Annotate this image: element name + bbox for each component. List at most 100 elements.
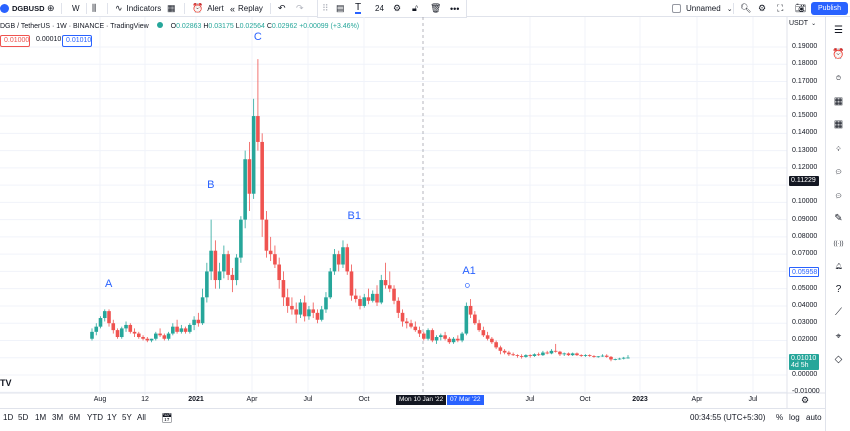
- sidebar-button-grid[interactable]: ▦: [832, 118, 845, 131]
- sidebar-button-chats[interactable]: 💬︎: [832, 189, 845, 202]
- axis-settings-button[interactable]: ⚙: [801, 395, 809, 406]
- range-button-6m[interactable]: 6M: [69, 413, 81, 422]
- settings-button[interactable]: ⚙: [393, 0, 401, 17]
- time-tick-label: Apr: [246, 396, 258, 403]
- candle-body: [307, 309, 311, 317]
- more-button[interactable]: •••: [450, 0, 459, 17]
- crosshair-icon: ⌖: [835, 330, 842, 342]
- candle-body: [102, 311, 107, 319]
- sidebar-button-bell[interactable]: 🔔︎: [832, 259, 845, 272]
- log-toggle[interactable]: log: [789, 413, 800, 422]
- layout-name-label: Unnamed: [686, 4, 721, 13]
- candle-body: [532, 354, 537, 357]
- candle-body: [413, 326, 418, 331]
- candle-body: [468, 305, 473, 315]
- percent-toggle[interactable]: %: [776, 413, 784, 422]
- sidebar-button-alerts[interactable]: ⏰: [832, 48, 845, 61]
- delete-button[interactable]: 🗑︎: [430, 0, 441, 17]
- divider: [733, 3, 734, 14]
- sidebar-button-calendar[interactable]: ▦: [832, 95, 845, 108]
- interval-button[interactable]: W: [72, 0, 80, 17]
- range-button-1d[interactable]: 1D: [3, 413, 14, 422]
- indicators-button[interactable]: ∿ Indicators: [115, 0, 161, 17]
- goto-date-button[interactable]: 📅︎: [161, 413, 172, 424]
- candle-body: [90, 331, 94, 339]
- candle-body: [596, 356, 601, 358]
- sidebar-button-pencil[interactable]: ✎: [832, 212, 845, 225]
- right-sidebar: ☰ ⏰ 🕒︎ ▦ ▦ 💡︎ 💬︎ 💬︎ ✎ ((·)) 🔔︎? ⟋ ⌖ ◇: [825, 17, 850, 431]
- symbol-search[interactable]: DGBUSD: [0, 0, 45, 17]
- sidebar-button-clock[interactable]: 🕒︎: [832, 71, 845, 84]
- lock-button[interactable]: 🔓︎: [412, 0, 418, 17]
- sidebar-button-help[interactable]: ?: [832, 283, 845, 296]
- wave-label-a[interactable]: A: [105, 277, 113, 290]
- broadcast-icon: ((·)): [833, 240, 844, 247]
- candle-body: [298, 302, 303, 315]
- anchor-point-icon: [464, 283, 470, 288]
- sidebar-button-trend[interactable]: ⟋: [832, 306, 845, 319]
- candle-body: [239, 219, 243, 258]
- range-button-5d[interactable]: 5D: [18, 413, 29, 422]
- sidebar-button-watchlist[interactable]: ☰: [832, 24, 845, 37]
- timezone-clock[interactable]: 00:34:55 (UTC+5:30): [690, 413, 766, 422]
- text-color-button[interactable]: T: [355, 0, 362, 17]
- pencil-icon: ✎: [834, 213, 843, 224]
- candle-body: [558, 351, 562, 355]
- range-button-ytd[interactable]: YTD: [87, 413, 103, 422]
- font-size-button[interactable]: 24: [375, 0, 384, 17]
- wave-label-c[interactable]: C: [253, 30, 262, 43]
- price-tick-label: 0.02000: [792, 336, 818, 344]
- range-button-all[interactable]: All: [137, 413, 146, 422]
- price-chart[interactable]: [0, 17, 825, 408]
- sidebar-button-lightbulb[interactable]: 💡︎: [832, 142, 845, 155]
- auto-toggle[interactable]: auto: [806, 413, 822, 422]
- range-button-3m[interactable]: 3M: [52, 413, 64, 422]
- search-button[interactable]: 🔍︎: [740, 0, 751, 17]
- candle-body: [119, 328, 124, 338]
- snapshot-button[interactable]: 📷︎: [795, 0, 806, 17]
- divider: [61, 3, 62, 14]
- bar-countdown: 4d 5h: [791, 361, 809, 369]
- time-tick-label: Jul: [303, 396, 313, 403]
- sidebar-button-chat[interactable]: 💬︎: [832, 165, 845, 178]
- fullscreen-button[interactable]: ⛶: [777, 0, 783, 17]
- range-button-1y[interactable]: 1Y: [107, 413, 117, 422]
- redo-button[interactable]: ↷: [296, 0, 304, 17]
- candle-body: [175, 326, 179, 332]
- templates-button[interactable]: ▦: [167, 0, 176, 17]
- drag-handle[interactable]: ⠿: [322, 0, 329, 17]
- compare-symbol-button[interactable]: ⊕: [47, 0, 55, 17]
- currency-selector[interactable]: USDT ⌄: [789, 20, 816, 27]
- template-icon: ▤: [336, 3, 345, 13]
- alert-button[interactable]: ⏰ Alert: [192, 0, 224, 17]
- undo-button[interactable]: ↶: [278, 0, 286, 17]
- wave-label-b[interactable]: B: [207, 179, 215, 192]
- chart-type-button[interactable]: ⫼: [92, 0, 96, 17]
- range-button-1m[interactable]: 1M: [35, 413, 47, 422]
- candle-body: [511, 354, 515, 356]
- buy-price-button[interactable]: 0.01010: [62, 35, 92, 47]
- candle-body: [396, 300, 401, 313]
- sell-price-button[interactable]: 0.01000: [0, 35, 30, 47]
- chart-settings-button[interactable]: ⚙: [758, 0, 766, 17]
- replay-button[interactable]: « Replay: [230, 0, 263, 17]
- wave-label-a1[interactable]: A1: [462, 265, 476, 278]
- sidebar-button-crosshair[interactable]: ⌖: [832, 330, 845, 343]
- time-tick-label: Jul: [748, 396, 758, 403]
- range-button-5y[interactable]: 5Y: [122, 413, 132, 422]
- layout-name-button[interactable]: Unnamed ⌄: [672, 0, 733, 17]
- template-button[interactable]: ▤: [336, 0, 345, 17]
- price-tick-label: 0.10000: [792, 198, 818, 206]
- bottom-toolbar: 1D 5D 1M 3M 6M YTD 1Y 5Y All 📅︎ 00:34:55 (UTC+5:…: [0, 408, 825, 431]
- publish-button[interactable]: Publish: [811, 2, 848, 15]
- gear-icon: ⚙: [393, 3, 402, 13]
- price-tick-label: 0.03000: [792, 319, 818, 327]
- sidebar-button-broadcast[interactable]: ((·)): [832, 236, 845, 249]
- candle-body: [277, 264, 281, 281]
- wave-label-b1[interactable]: B1: [347, 210, 361, 223]
- candle-body: [524, 355, 528, 357]
- candle-body: [600, 355, 605, 357]
- candle-body: [315, 312, 320, 320]
- sidebar-button-layers[interactable]: ◇: [832, 353, 845, 366]
- candle-body: [234, 257, 239, 281]
